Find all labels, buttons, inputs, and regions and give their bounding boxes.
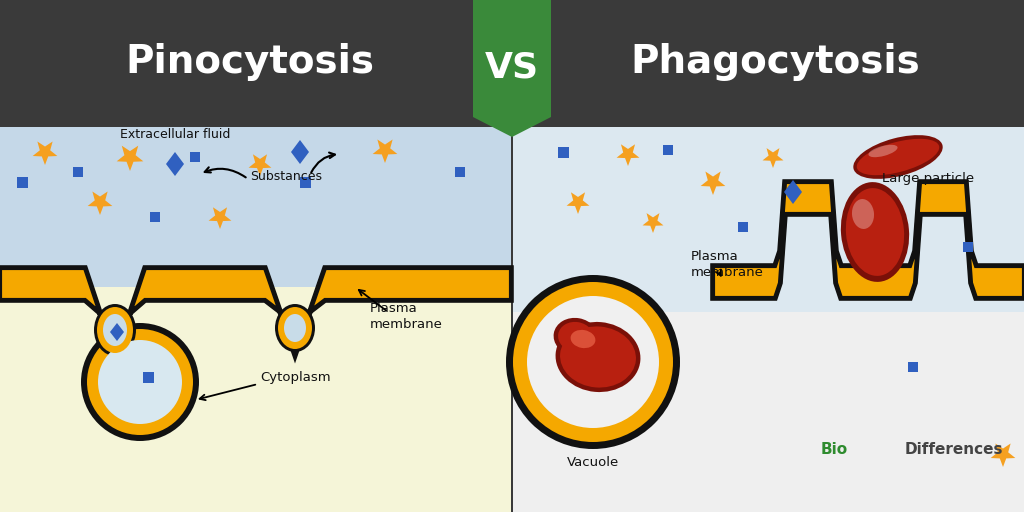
Bar <box>190 152 200 162</box>
Polygon shape <box>33 141 57 165</box>
Bar <box>150 212 160 222</box>
Bar <box>713 173 1024 303</box>
Text: Cytoplasm: Cytoplasm <box>260 371 331 383</box>
Polygon shape <box>88 191 113 215</box>
Polygon shape <box>291 140 309 164</box>
Polygon shape <box>249 154 271 176</box>
Text: VS: VS <box>485 50 539 84</box>
Circle shape <box>81 323 199 441</box>
Polygon shape <box>700 172 725 195</box>
Polygon shape <box>990 443 1016 467</box>
Polygon shape <box>784 180 802 204</box>
Polygon shape <box>0 268 511 358</box>
Ellipse shape <box>275 304 315 352</box>
Ellipse shape <box>103 314 127 346</box>
Ellipse shape <box>841 182 909 282</box>
Polygon shape <box>763 148 783 168</box>
Text: Large particle: Large particle <box>882 172 974 185</box>
Ellipse shape <box>570 330 595 348</box>
Bar <box>663 145 673 155</box>
Ellipse shape <box>560 327 636 388</box>
Ellipse shape <box>868 145 898 157</box>
Circle shape <box>506 275 680 449</box>
Bar <box>142 372 154 382</box>
Text: Pinocytosis: Pinocytosis <box>126 43 375 81</box>
Polygon shape <box>166 152 184 176</box>
Text: Substances: Substances <box>250 170 322 183</box>
Bar <box>455 167 465 177</box>
Polygon shape <box>0 268 511 358</box>
Ellipse shape <box>853 135 943 179</box>
Ellipse shape <box>97 307 133 353</box>
Circle shape <box>98 340 182 424</box>
Bar <box>908 362 918 372</box>
Ellipse shape <box>556 322 640 392</box>
Text: Bio: Bio <box>821 442 848 458</box>
Text: Plasma
membrane: Plasma membrane <box>370 303 442 331</box>
Bar <box>0 0 1024 127</box>
Ellipse shape <box>846 188 904 276</box>
Circle shape <box>527 296 659 428</box>
Circle shape <box>513 282 673 442</box>
Bar <box>738 222 748 232</box>
Polygon shape <box>642 213 664 233</box>
Bar <box>16 177 28 187</box>
Text: Phagocytosis: Phagocytosis <box>630 43 920 81</box>
Polygon shape <box>566 193 590 214</box>
Polygon shape <box>209 207 231 229</box>
Bar <box>0 127 511 287</box>
Polygon shape <box>616 144 639 166</box>
Bar <box>513 127 1024 312</box>
Ellipse shape <box>852 199 874 229</box>
Bar <box>963 242 973 252</box>
Circle shape <box>87 329 193 435</box>
Polygon shape <box>713 182 1024 298</box>
Bar <box>299 177 310 187</box>
Ellipse shape <box>554 318 598 356</box>
Text: Extracellular fluid: Extracellular fluid <box>120 127 230 140</box>
Text: Vacuole: Vacuole <box>567 456 620 468</box>
Ellipse shape <box>857 139 939 175</box>
Polygon shape <box>110 323 124 341</box>
Polygon shape <box>473 0 551 137</box>
Text: Plasma
membrane: Plasma membrane <box>691 249 764 279</box>
Ellipse shape <box>558 322 594 352</box>
Bar <box>73 167 83 177</box>
Bar <box>0 127 511 512</box>
Polygon shape <box>117 146 143 171</box>
Ellipse shape <box>278 307 312 349</box>
Ellipse shape <box>284 314 306 342</box>
Bar <box>513 127 1024 512</box>
Polygon shape <box>713 182 1024 298</box>
Bar <box>557 146 568 158</box>
Ellipse shape <box>94 304 136 356</box>
Polygon shape <box>373 139 397 163</box>
Text: Differences: Differences <box>904 442 1002 458</box>
